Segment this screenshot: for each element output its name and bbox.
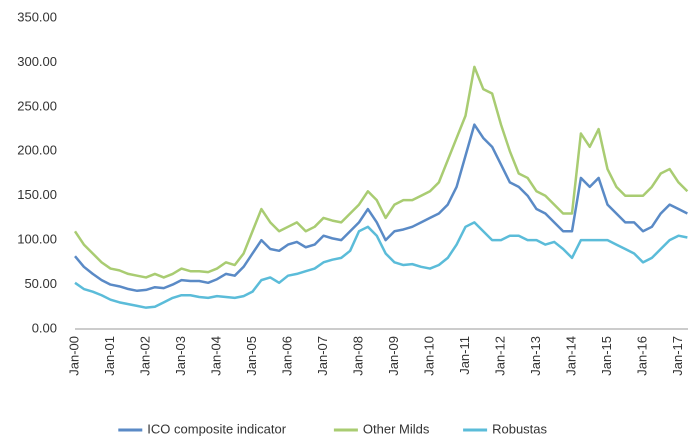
x-tick-label: Jan-17: [670, 336, 685, 376]
legend-label: Robustas: [492, 421, 547, 436]
x-tick-label: Jan-07: [315, 336, 330, 376]
x-tick-label: Jan-00: [66, 336, 81, 376]
y-tick-label: 300.00: [17, 54, 57, 69]
x-tick-label: Jan-11: [457, 336, 472, 375]
y-tick-label: 0.00: [32, 320, 57, 335]
x-tick-label: Jan-12: [492, 336, 507, 376]
y-tick-label: 200.00: [17, 143, 57, 158]
x-tick-label: Jan-06: [279, 336, 294, 376]
y-tick-label: 350.00: [17, 9, 57, 24]
y-tick-label: 50.00: [24, 276, 57, 291]
x-tick-label: Jan-04: [208, 336, 223, 376]
x-tick-label: Jan-10: [421, 336, 436, 376]
x-tick-label: Jan-03: [173, 336, 188, 376]
series-line: [73, 65, 689, 279]
series-line: [74, 221, 688, 309]
legend-label: Other Milds: [363, 421, 430, 436]
legend-label: ICO composite indicator: [147, 421, 286, 436]
x-tick-label: Jan-09: [386, 336, 401, 376]
x-tick-label: Jan-13: [528, 336, 543, 376]
y-tick-label: 250.00: [17, 98, 57, 113]
x-tick-label: Jan-02: [137, 336, 152, 376]
y-tick-label: 150.00: [17, 187, 57, 202]
x-tick-label: Jan-16: [634, 336, 649, 376]
x-tick-label: Jan-05: [244, 336, 259, 376]
series-line: [74, 123, 688, 293]
x-tick-label: Jan-01: [102, 336, 117, 376]
y-tick-label: 100.00: [17, 232, 57, 247]
x-tick-label: Jan-15: [599, 336, 614, 376]
x-tick-label: Jan-08: [350, 336, 365, 376]
x-tick-label: Jan-14: [563, 336, 578, 376]
